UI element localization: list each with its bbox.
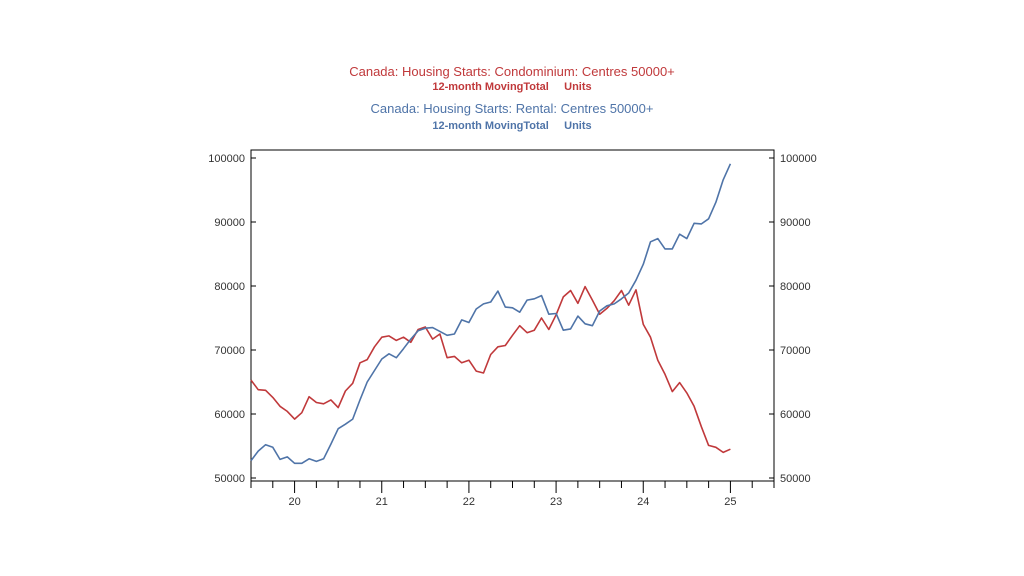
left-y-tick-label: 80000: [214, 281, 245, 293]
rental-series-line: [250, 163, 732, 465]
left-y-tick-label: 90000: [214, 217, 245, 229]
condo-title-line1: Canada: Housing Starts: Condominium: Cen…: [349, 64, 675, 79]
right-y-tick-label: 60000: [780, 409, 811, 421]
left-y-tick-label: 50000: [214, 473, 245, 485]
x-tick-label: 23: [550, 496, 562, 508]
right-y-tick-label: 50000: [780, 473, 811, 485]
right-y-tick-label: 80000: [780, 281, 811, 293]
left-y-tick-label: 60000: [214, 409, 245, 421]
chart-titles: Canada: Housing Starts: Condominium: Cen…: [349, 64, 675, 132]
x-tick-label: 21: [376, 496, 388, 508]
left-y-tick-label: 100000: [208, 153, 245, 165]
left-y-tick-label: 70000: [214, 345, 245, 357]
x-tick-label: 20: [288, 496, 300, 508]
plot-frame: [250, 149, 775, 482]
rental-title-line2: 12-month MovingTotal Units: [432, 120, 591, 132]
x-tick-label: 22: [463, 496, 475, 508]
condo-title-line2: 12-month MovingTotal Units: [432, 81, 591, 93]
left-y-axis: 50000 60000 70000 80000 90000 100000: [208, 153, 256, 485]
rental-title-line1: Canada: Housing Starts: Rental: Centres …: [371, 101, 654, 116]
x-tick-label: 24: [637, 496, 649, 508]
x-tick-label: 25: [724, 496, 736, 508]
right-y-tick-label: 100000: [780, 153, 817, 165]
x-axis: 20 21 22 23 24 25: [250, 481, 775, 508]
right-y-tick-label: 70000: [780, 345, 811, 357]
right-y-axis: 50000 60000 70000 80000 90000 100000: [769, 153, 817, 485]
right-y-tick-label: 90000: [780, 217, 811, 229]
condo-series-line: [250, 285, 731, 454]
